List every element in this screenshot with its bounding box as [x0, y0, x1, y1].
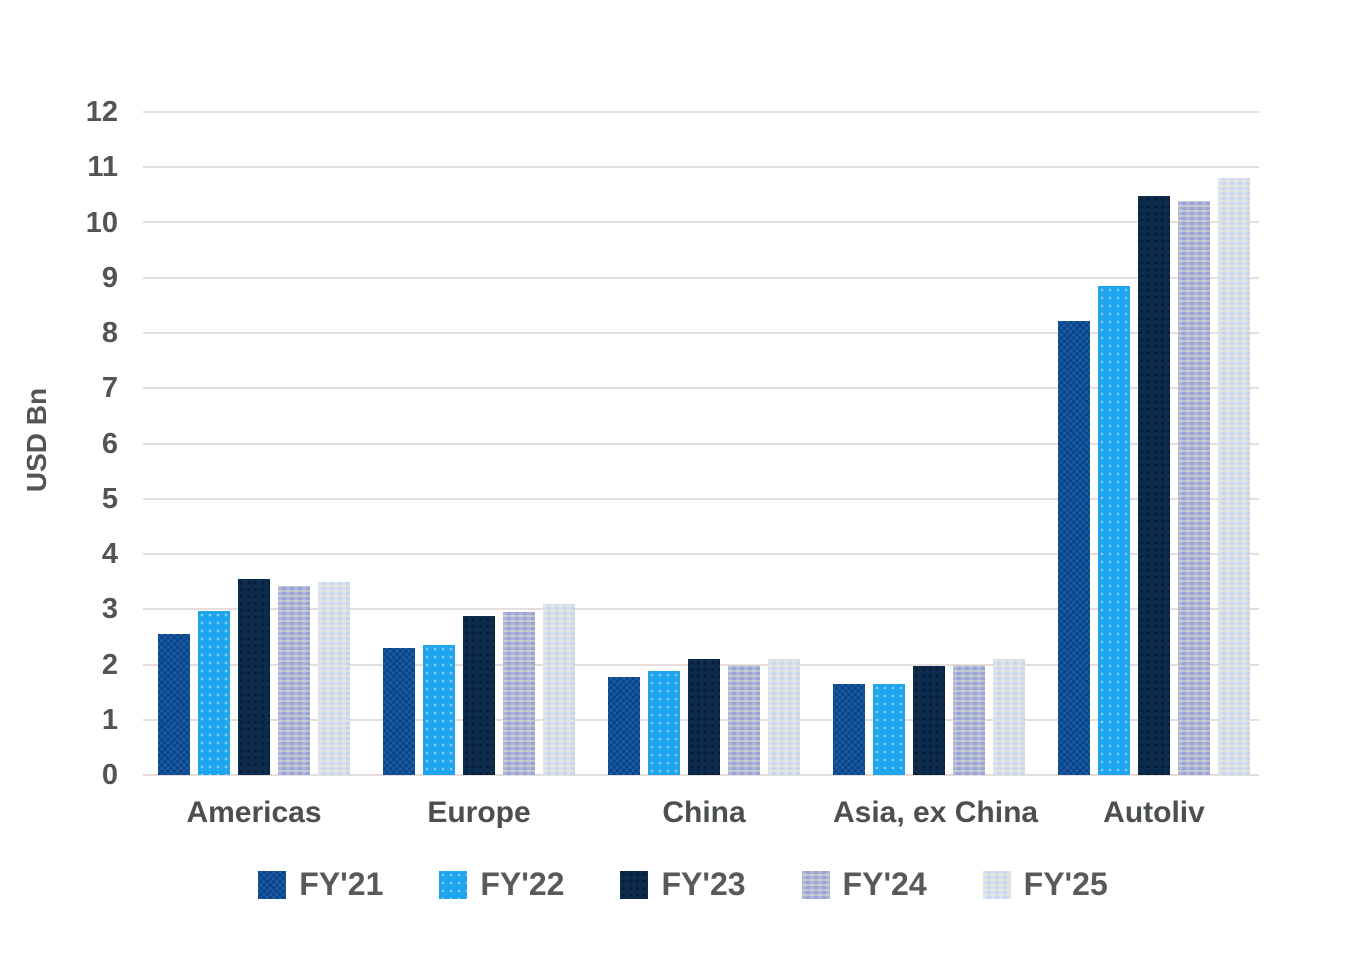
legend-item-fy23: FY'23 [620, 866, 746, 903]
bar-fy22-asia-ex-china [873, 683, 905, 775]
y-tick-label: 2 [101, 648, 118, 681]
y-tick-label: 10 [85, 206, 118, 239]
bar-fy24-americas [278, 585, 310, 775]
legend-label: FY'25 [1023, 866, 1108, 902]
y-tick-label: 8 [101, 317, 118, 349]
y-tick-label: 4 [101, 538, 118, 570]
gridline [143, 608, 1259, 611]
bar-fy23-china [688, 658, 720, 775]
plot-area [143, 111, 1259, 776]
bar-group-europe [383, 112, 575, 775]
legend-item-fy25: FY'25 [982, 866, 1108, 903]
category-label-europe: Europe [427, 796, 531, 829]
bar-fy25-china [768, 658, 800, 775]
legend-item-fy24: FY'24 [801, 866, 927, 903]
legend-item-fy22: FY'22 [439, 866, 564, 903]
bar-group-autoliv [1058, 112, 1250, 775]
bar-fy22-china [648, 671, 680, 775]
gridline [143, 497, 1259, 500]
legend: FY'21 FY'22 FY'23 FY'24 FY'25 [0, 866, 1366, 903]
bar-group-asia-ex-china [833, 112, 1025, 775]
y-tick-label: 0 [101, 759, 118, 791]
gridline [143, 166, 1259, 169]
bar-fy25-americas [318, 581, 350, 775]
gridline [143, 442, 1259, 445]
legend-label: FY'22 [480, 866, 565, 902]
bar-fy24-autoliv [1178, 200, 1210, 775]
legend-swatch-fy25 [982, 870, 1011, 899]
legend-swatch-fy22 [439, 870, 468, 899]
category-label-asia-ex-china: Asia, ex China [833, 796, 1039, 829]
gridline [143, 387, 1259, 390]
bar-fy22-autoliv [1098, 286, 1130, 775]
bar-fy23-americas [238, 578, 270, 775]
legend-label: FY'21 [299, 866, 384, 902]
gridline [143, 331, 1259, 334]
x-axis-line [143, 774, 1259, 776]
gridline [143, 552, 1259, 555]
bar-fy21-europe [383, 647, 415, 775]
legend-swatch-fy24 [801, 870, 830, 899]
gridline [143, 276, 1259, 279]
bar-group-americas [158, 112, 350, 775]
bar-fy22-americas [198, 610, 230, 775]
y-tick-label: 11 [87, 151, 118, 184]
bar-fy25-asia-ex-china [993, 658, 1025, 775]
bar-fy21-autoliv [1058, 320, 1090, 775]
bar-fy25-autoliv [1218, 178, 1250, 775]
legend-item-fy21: FY'21 [258, 866, 383, 903]
bar-fy24-china [728, 664, 760, 775]
bar-fy23-autoliv [1138, 195, 1170, 775]
y-tick-label: 1 [101, 703, 118, 736]
gridline [143, 221, 1259, 224]
bar-fy23-europe [463, 615, 495, 775]
bar-fy23-asia-ex-china [913, 666, 945, 775]
legend-swatch-fy21 [258, 870, 287, 899]
bar-fy21-americas [158, 634, 190, 775]
legend-label: FY'23 [661, 866, 746, 902]
bar-group-china [608, 112, 800, 775]
bar-fy21-china [608, 676, 640, 775]
category-label-china: China [662, 796, 746, 829]
y-tick-label: 3 [101, 593, 118, 626]
y-tick-label: 5 [101, 482, 118, 515]
y-tick-label: 7 [101, 372, 118, 405]
y-tick-label: 9 [101, 261, 118, 294]
y-tick-label: 6 [101, 427, 118, 460]
legend-label: FY'24 [842, 866, 927, 902]
gridline [143, 111, 1259, 113]
bar-fy22-europe [423, 644, 455, 775]
bar-fy24-europe [503, 612, 535, 775]
bar-fy25-europe [543, 603, 575, 775]
bar-fy24-asia-ex-china [953, 664, 985, 775]
y-tick-label: 12 [85, 96, 118, 128]
legend-swatch-fy23 [620, 870, 649, 899]
category-label-autoliv: Autoliv [1103, 796, 1205, 829]
bar-fy21-asia-ex-china [833, 683, 865, 775]
category-label-americas: Americas [186, 796, 322, 829]
